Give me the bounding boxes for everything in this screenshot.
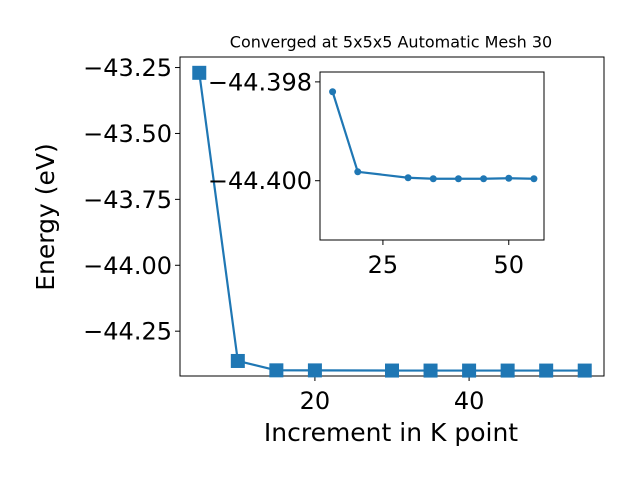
inset-series-line <box>331 91 534 180</box>
inset-data-point <box>530 175 538 183</box>
y-tick-label: −43.75 <box>83 186 172 214</box>
y-tick-label: −44.25 <box>83 318 172 346</box>
inset-x-tick-label: 25 <box>368 251 399 279</box>
inset-x-tick-label: 50 <box>493 251 524 279</box>
series-line <box>198 72 585 372</box>
inset-data-point <box>329 88 337 96</box>
inset-data-point <box>429 175 437 183</box>
inset-data-point <box>480 175 488 183</box>
data-point <box>423 363 438 378</box>
inset-data-point <box>505 174 513 182</box>
inset-background <box>320 72 544 240</box>
inset-y-tick-label: −44.398 <box>208 68 312 96</box>
data-point <box>577 363 592 378</box>
data-point <box>539 363 554 378</box>
data-point <box>307 363 322 378</box>
data-point <box>385 363 399 378</box>
y-axis-label: Energy (eV) <box>31 143 60 290</box>
data-point <box>500 363 515 378</box>
x-axis-label: Increment in K point <box>264 418 518 447</box>
inset-data-point <box>354 168 362 176</box>
y-tick-label: −43.25 <box>83 54 172 82</box>
chart-title: Converged at 5x5x5 Automatic Mesh 30 <box>230 33 552 52</box>
y-tick-label: −43.50 <box>83 120 172 148</box>
y-tick-label: −44.00 <box>83 252 172 280</box>
data-point <box>192 65 207 80</box>
inset-data-point <box>404 174 412 182</box>
x-tick-label: 20 <box>300 387 331 415</box>
data-point <box>230 353 245 368</box>
data-point <box>462 363 477 378</box>
x-tick-label: 40 <box>454 387 485 415</box>
main-plot-area: 20 40 −43.25 −43.50 −43.75 −44.00 −44.25 <box>83 54 605 415</box>
inset-plot-area: 25 50 −44.400 −44.398 <box>208 68 545 279</box>
inset-data-point <box>454 175 462 183</box>
data-point <box>269 363 284 378</box>
inset-axes-frame <box>319 71 545 241</box>
inset-y-tick-label: −44.400 <box>208 167 312 195</box>
